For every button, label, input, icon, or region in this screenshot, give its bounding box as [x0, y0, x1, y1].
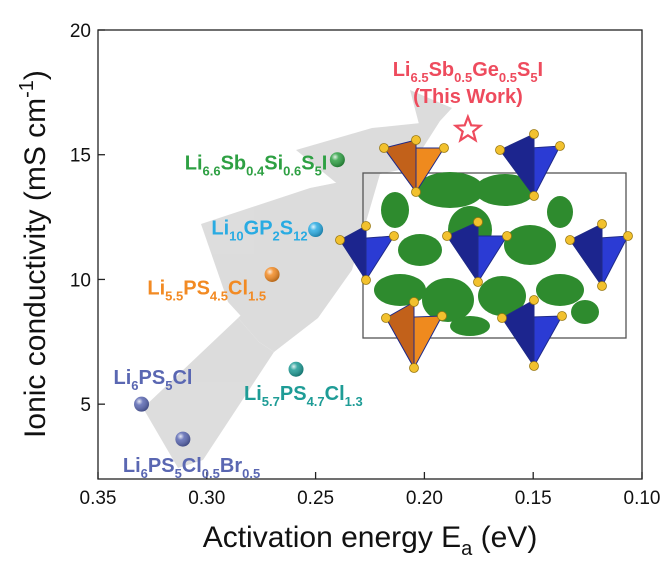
- data-points: [134, 113, 484, 447]
- axis-ticks: 0.35 0.30 0.25 0.20 0.15 0.10 5 10 15 20: [70, 21, 661, 509]
- point-li6ps5clbr: [175, 431, 191, 447]
- x-tick-label: 0.15: [515, 488, 552, 509]
- point-label-note: (This Work): [413, 86, 523, 108]
- point-li66sb04si06s5i: [329, 152, 345, 168]
- x-tick-label: 0.25: [297, 488, 334, 509]
- point-labels: Li6PS5Cl Li6PS5Cl0.5Br0.5 Li5.5PS4.5Cl1.5 L…: [114, 59, 544, 481]
- tetrahedra: [339, 133, 629, 370]
- crystal-structure-inset: [335, 129, 633, 373]
- y-tick-label: 5: [80, 395, 91, 416]
- sulfur-atoms: [335, 129, 633, 373]
- point-label-li10gp2s12: Li10GP2S12: [211, 218, 307, 244]
- point-li6ps5cl: [134, 396, 150, 412]
- point-li55ps45cl15: [264, 266, 280, 282]
- point-label-li65sb05ge05s5i: Li6.5Sb0.5Ge0.5S5I: [393, 59, 543, 85]
- point-label-li55ps45cl15: Li5.5PS4.5Cl1.5: [147, 277, 266, 303]
- point-label-li6ps5cl: Li6PS5Cl: [114, 367, 193, 393]
- trend-arrow-decoration: [143, 90, 452, 468]
- y-tick-label: 15: [70, 146, 91, 167]
- x-tick-label: 0.30: [188, 488, 225, 509]
- x-tick-label: 0.10: [624, 488, 661, 509]
- point-star-li65sb05ge05s5i: [452, 113, 484, 143]
- point-li10gp2s12: [308, 222, 324, 238]
- y-tick-label: 10: [70, 270, 91, 291]
- y-tick-label: 20: [70, 21, 91, 42]
- x-axis-title: Activation energy Ea (eV): [203, 521, 538, 560]
- point-label-li66sb04si06s5i: Li6.6Sb0.4Si0.6S5I: [185, 153, 328, 179]
- plot-frame: [97, 29, 643, 480]
- li-density-isosurface: [374, 172, 599, 336]
- point-label-li6ps5clbr: Li6PS5Cl0.5Br0.5: [123, 455, 260, 481]
- x-tick-label: 0.20: [406, 488, 443, 509]
- y-axis-title: Ionic conductivity (mS cm-1): [16, 70, 52, 438]
- x-tick-label: 0.35: [80, 488, 117, 509]
- point-label-li57ps47cl13: Li5.7PS4.7Cl1.3: [244, 383, 363, 409]
- point-li57ps47cl13: [288, 361, 304, 377]
